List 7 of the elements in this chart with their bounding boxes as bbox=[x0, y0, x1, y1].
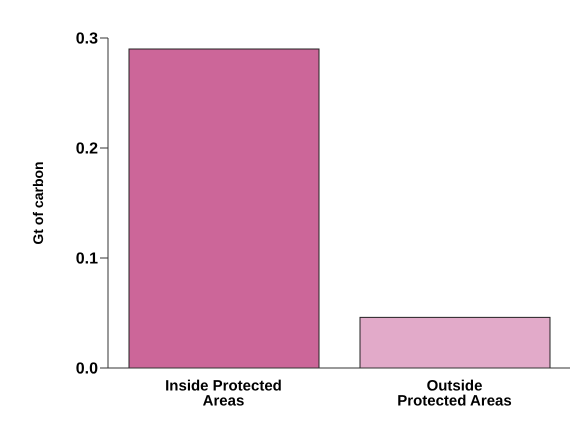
x-tick-label: Outside Protected Areas bbox=[397, 378, 512, 410]
y-tick-label: 0.2 bbox=[76, 140, 98, 158]
y-tick-label: 0.1 bbox=[76, 250, 98, 268]
y-axis-title: Gt of carbon bbox=[30, 161, 46, 245]
y-tick-label: 0.0 bbox=[76, 360, 98, 378]
x-tick-label: Inside Protected Areas bbox=[165, 378, 282, 410]
y-tick-label: 0.3 bbox=[76, 30, 98, 48]
